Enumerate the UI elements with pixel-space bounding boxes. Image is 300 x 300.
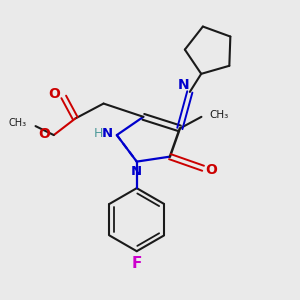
Text: O: O — [206, 163, 217, 177]
Text: CH₃: CH₃ — [210, 110, 229, 120]
Text: N: N — [178, 78, 190, 92]
Text: N: N — [131, 165, 142, 178]
Text: O: O — [39, 127, 50, 141]
Text: F: F — [131, 256, 142, 271]
Text: O: O — [49, 87, 60, 100]
Text: N: N — [102, 127, 113, 140]
Text: H: H — [94, 127, 103, 140]
Text: CH₃: CH₃ — [8, 118, 26, 128]
